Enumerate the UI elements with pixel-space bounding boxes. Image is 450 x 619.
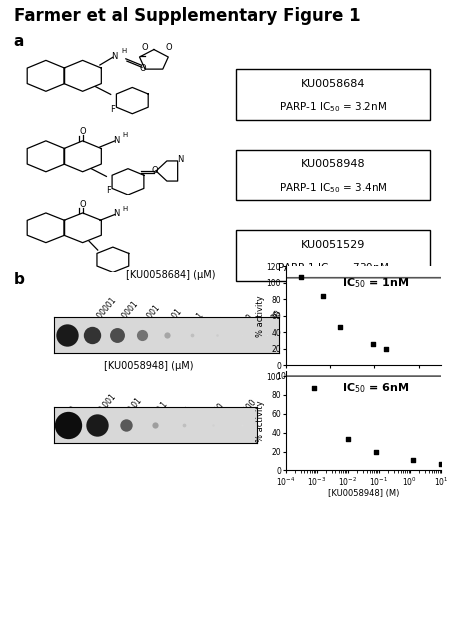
Text: O: O — [140, 64, 146, 72]
Point — [337, 322, 344, 332]
Point — [163, 330, 170, 340]
Point — [320, 291, 327, 301]
Text: PARP-1 IC$_{50}$ = 730nM: PARP-1 IC$_{50}$ = 730nM — [277, 261, 389, 275]
Text: F: F — [110, 105, 115, 114]
Point — [88, 330, 95, 340]
Y-axis label: % activity: % activity — [256, 295, 265, 337]
Point — [138, 330, 145, 340]
Text: 0.01: 0.01 — [126, 396, 144, 414]
X-axis label: [KU0058684] (M): [KU0058684] (M) — [328, 384, 399, 393]
Point — [437, 459, 445, 469]
Text: 100: 100 — [266, 308, 283, 325]
Text: PARP-1 IC$_{50}$ = 3.2nM: PARP-1 IC$_{50}$ = 3.2nM — [279, 100, 387, 115]
Text: H: H — [122, 132, 127, 139]
Text: 0.1: 0.1 — [192, 310, 206, 325]
Point — [344, 435, 351, 444]
Text: F: F — [106, 186, 111, 195]
Point — [213, 330, 220, 340]
Point — [310, 383, 317, 393]
Text: O: O — [142, 43, 148, 53]
Text: N: N — [111, 52, 117, 61]
Point — [410, 455, 417, 465]
FancyBboxPatch shape — [236, 230, 430, 280]
Point — [113, 330, 120, 340]
Text: 0.001: 0.001 — [97, 392, 118, 414]
Point — [238, 330, 245, 340]
Text: H: H — [122, 206, 127, 212]
Text: [KU0058948] (μM): [KU0058948] (μM) — [104, 361, 193, 371]
Point — [210, 420, 217, 430]
Text: Farmer et al Supplementary Figure 1: Farmer et al Supplementary Figure 1 — [14, 7, 360, 25]
Point — [372, 447, 379, 457]
Text: b: b — [14, 272, 24, 287]
Text: 10: 10 — [242, 312, 255, 325]
Text: 100: 100 — [242, 397, 258, 414]
Text: 0: 0 — [67, 316, 76, 325]
Text: 0.00001: 0.00001 — [91, 295, 119, 325]
Text: KU0058684: KU0058684 — [301, 79, 365, 89]
Text: 0.1: 0.1 — [155, 399, 170, 414]
Text: N: N — [177, 155, 183, 164]
Point — [123, 420, 130, 430]
Point — [370, 339, 377, 348]
Text: N: N — [113, 209, 119, 218]
Y-axis label: % activity: % activity — [256, 400, 265, 442]
Point — [152, 420, 159, 430]
Text: IC$_{50}$ = 1nM: IC$_{50}$ = 1nM — [342, 276, 410, 290]
Point — [238, 420, 246, 430]
Text: 1: 1 — [184, 405, 194, 414]
Point — [382, 344, 389, 353]
Text: O: O — [166, 43, 172, 53]
Text: 0: 0 — [68, 405, 78, 414]
Text: H: H — [121, 48, 126, 54]
Point — [65, 420, 72, 430]
Text: KU0051529: KU0051529 — [301, 240, 365, 249]
Text: a: a — [14, 34, 24, 49]
Text: 0.001: 0.001 — [141, 303, 162, 325]
Point — [180, 420, 188, 430]
Text: O: O — [79, 127, 86, 136]
Point — [94, 420, 101, 430]
Point — [63, 330, 70, 340]
X-axis label: [KU0058948] (M): [KU0058948] (M) — [328, 489, 399, 498]
Text: 10: 10 — [213, 401, 226, 414]
Text: PARP-1 IC$_{50}$ = 3.4nM: PARP-1 IC$_{50}$ = 3.4nM — [279, 181, 387, 195]
Text: IC$_{50}$ = 6nM: IC$_{50}$ = 6nM — [342, 381, 410, 395]
Text: 1: 1 — [216, 316, 226, 325]
Point — [188, 330, 195, 340]
Text: 0.0001: 0.0001 — [117, 299, 140, 325]
Text: O: O — [152, 167, 158, 176]
Text: 0.01: 0.01 — [166, 306, 184, 325]
Text: KU0058948: KU0058948 — [301, 159, 365, 169]
Text: N: N — [113, 136, 119, 145]
Point — [298, 272, 305, 282]
FancyBboxPatch shape — [236, 150, 430, 200]
Text: O: O — [79, 199, 86, 209]
Text: [KU0058684] (μM): [KU0058684] (μM) — [126, 270, 216, 280]
FancyBboxPatch shape — [236, 69, 430, 119]
Point — [263, 330, 270, 340]
